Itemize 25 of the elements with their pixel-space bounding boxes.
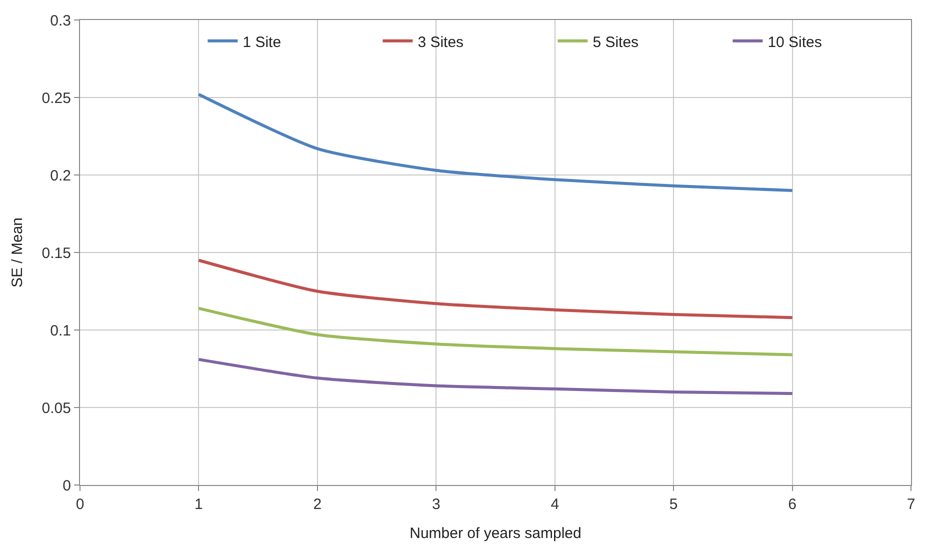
x-tick-label: 7	[906, 496, 916, 513]
line-series	[197, 92, 794, 192]
y-tick-label: 0.1	[50, 322, 71, 340]
legend-label: 1 Site	[242, 34, 282, 51]
x-axis-title: Number of years sampled	[410, 525, 582, 542]
y-tick-label: 0.25	[42, 90, 71, 107]
legend-label: 3 Sites	[418, 34, 464, 51]
legend-label: 10 Sites	[768, 34, 822, 51]
y-tick-label: 0	[62, 477, 71, 494]
x-tick-label: 5	[669, 496, 678, 513]
y-tick-label: 0.2	[50, 167, 71, 184]
line-series	[197, 306, 794, 356]
x-tick-label: 6	[788, 496, 796, 513]
y-tick-label: 0.05	[42, 400, 71, 417]
x-tick-label: 1	[194, 496, 203, 513]
x-tick-label: 3	[432, 496, 440, 513]
y-tick-label: 0.15	[42, 244, 71, 262]
y-tick-label: 0.3	[50, 12, 71, 30]
line-series	[197, 358, 794, 396]
line-series	[197, 258, 794, 320]
x-tick-label: 2	[313, 496, 322, 513]
x-tick-label: 0	[76, 496, 84, 513]
legend-label: 5 Sites	[592, 34, 639, 51]
x-tick-label: 4	[550, 496, 560, 513]
y-axis-title: SE / Mean	[9, 217, 26, 288]
